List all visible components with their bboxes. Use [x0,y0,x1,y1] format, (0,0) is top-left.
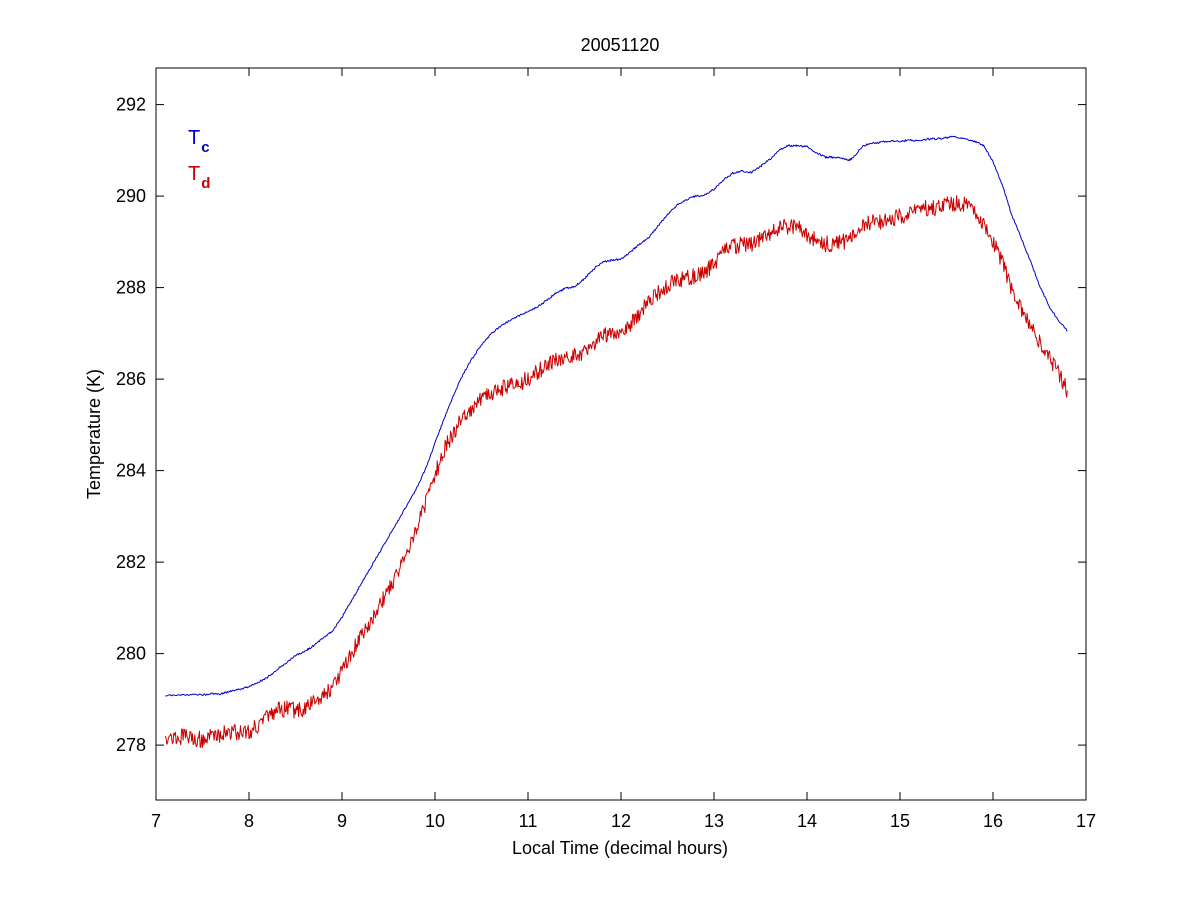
legend-entry-2: Td [188,163,210,192]
x-tick-label: 14 [797,811,817,831]
y-tick-label: 278 [116,735,146,755]
x-tick-label: 7 [151,811,161,831]
x-tick-label: 13 [704,811,724,831]
x-tick-label: 11 [519,811,538,831]
x-tick-label: 9 [337,811,347,831]
x-tick-label: 10 [425,811,445,831]
legend-subscript: d [201,175,210,192]
x-axis-label: Local Time (decimal hours) [512,838,728,858]
legend-symbol: T [188,127,200,149]
axis-ticks: 7 8 9 10 11 12 13 14 15 16 17 278 280 282 284 286 288 290… [116,68,1096,831]
x-tick-label: 15 [890,811,910,831]
y-tick-label: 290 [116,186,146,206]
y-tick-label: 292 [116,95,146,115]
series-line-2 [164,195,1068,748]
chart-title: 20051120 [581,35,660,55]
legend-symbol: T [188,163,200,185]
plot-area [164,135,1068,748]
y-tick-label: 288 [116,278,146,298]
series-line-1 [165,135,1068,697]
x-tick-label: 17 [1076,811,1096,831]
x-tick-label: 8 [244,811,254,831]
legend-subscript: c [201,139,209,156]
y-tick-label: 282 [116,552,146,572]
y-tick-label: 284 [116,461,146,481]
x-tick-label: 12 [611,811,631,831]
legend-entry-1: Tc [188,127,210,156]
y-tick-label: 280 [116,644,146,664]
x-tick-label: 16 [983,811,1003,831]
y-axis-label: Temperature (K) [84,369,104,499]
y-tick-label: 286 [116,369,146,389]
